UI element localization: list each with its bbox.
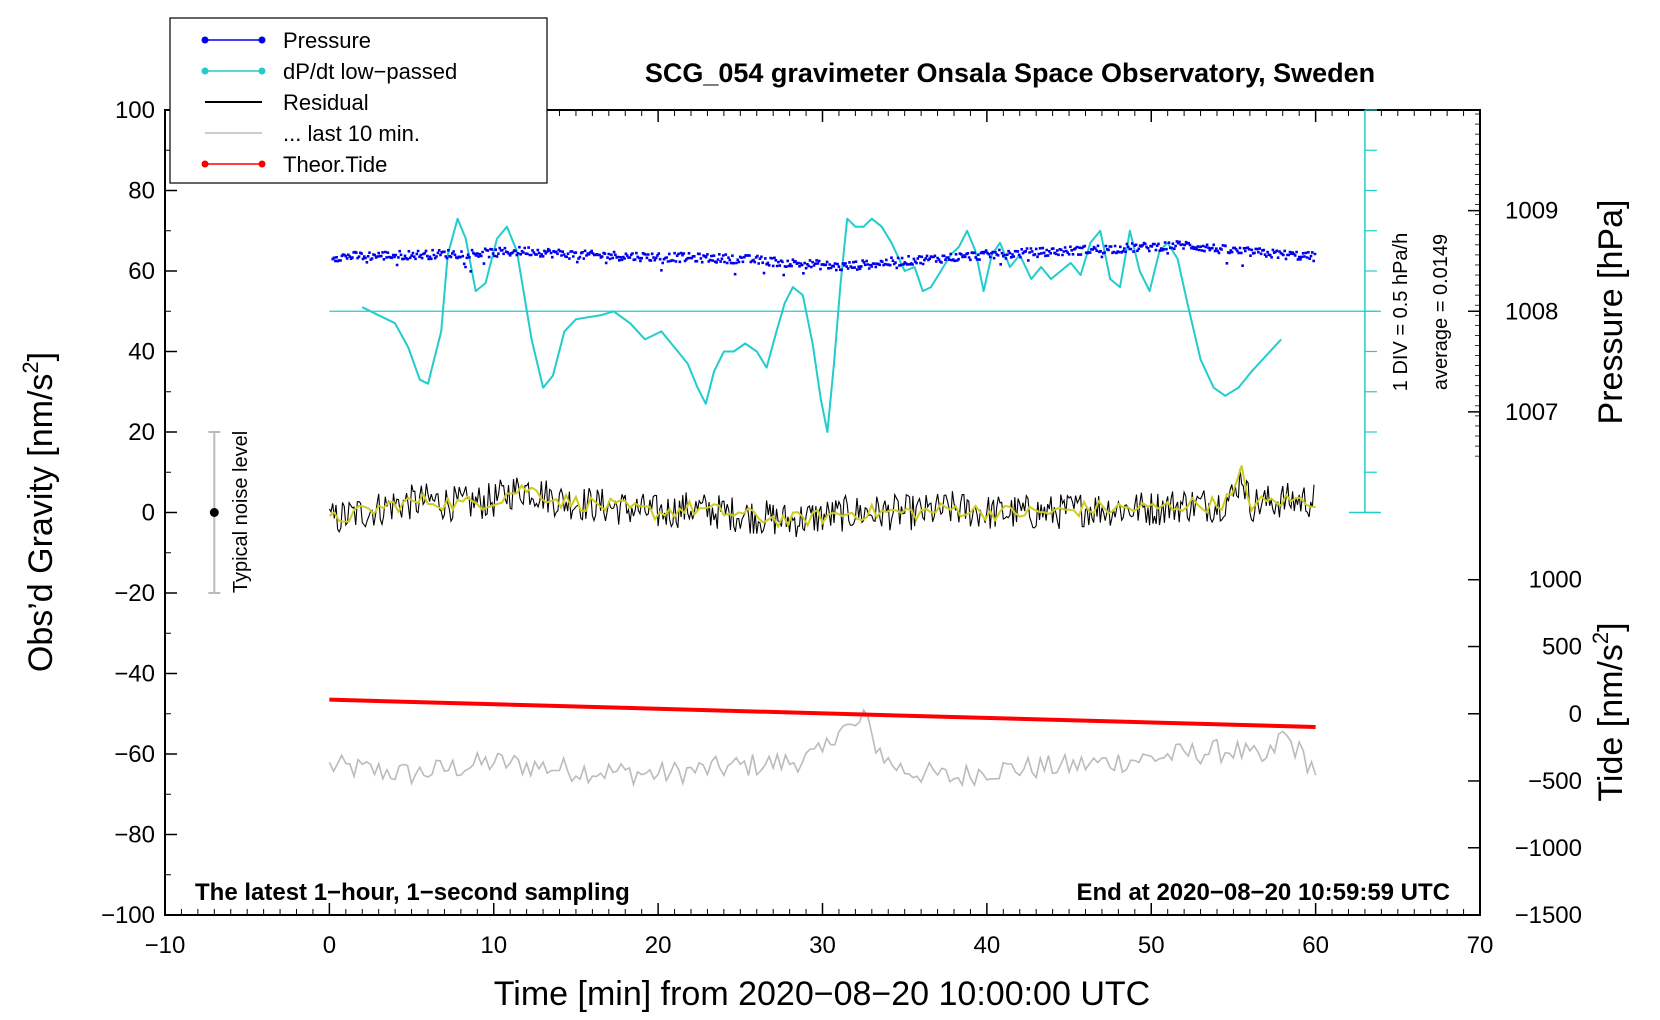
axis-ticks: −10 0 10 20 30 40 50 60 70−100−80−60−40−20020406…: [101, 97, 1582, 959]
annotation-sampling: The latest 1−hour, 1−second sampling: [195, 879, 630, 906]
noise-bar-center: [209, 508, 219, 517]
x-tick-label: 30: [809, 932, 836, 959]
legend-marker: [258, 36, 266, 44]
tide-tick-label: −1000: [1515, 835, 1582, 862]
annotation-end-time: End at 2020−08−20 10:59:59 UTC: [1076, 879, 1450, 906]
tide-tick-label: −500: [1528, 768, 1582, 795]
y-axis-label-left-sup: 2: [18, 361, 43, 373]
x-axis-label: Time [min] from 2020−08−20 10:00:00 UTC: [494, 975, 1150, 1013]
pressure-tick-label: 1007: [1505, 399, 1558, 426]
tide-tick-label: 500: [1542, 634, 1582, 661]
y-axis-label-left-close: ]: [22, 352, 60, 361]
y-axis-label-tide-close: ]: [1592, 622, 1630, 631]
y-axis-label-tide-sup: 2: [1588, 632, 1613, 644]
annotation-dpdt-scale: 1 DIV = 0.5 hPa/h: [1390, 233, 1412, 391]
series-last-10-min: [328, 708, 1317, 788]
series-theor-tide: [329, 697, 1316, 730]
series-pressure: [331, 240, 1317, 277]
x-tick-label: 60: [1302, 932, 1329, 959]
series-dpdt: [361, 217, 1282, 433]
y-tick-label: 100: [115, 97, 155, 124]
plot-frame: [164, 109, 1481, 916]
y-tick-label: 80: [128, 178, 155, 205]
legend-box: [169, 17, 548, 184]
legend-label: ... last 10 min.: [283, 121, 420, 146]
legend-label: Theor.Tide: [283, 152, 387, 177]
y-axis-label-tide: Tide [nm/s2]: [1588, 622, 1630, 801]
legend-label: Pressure: [283, 28, 371, 53]
legend-marker: [258, 67, 266, 75]
y-tick-label: −100: [101, 902, 155, 929]
x-tick-label: 50: [1138, 932, 1165, 959]
y-tick-label: 60: [128, 258, 155, 285]
annotation-dpdt-average: average = 0.0149: [1430, 234, 1452, 390]
legend-label: Residual: [283, 90, 369, 115]
tide-tick-label: 0: [1569, 701, 1582, 728]
x-tick-label: 0: [323, 932, 336, 959]
y-tick-label: −80: [114, 822, 155, 849]
y-tick-label: −60: [114, 741, 155, 768]
annotation-noise-level: Typical noise level: [230, 431, 252, 593]
series-layer: [328, 217, 1317, 788]
series-residual-smoothed: [328, 465, 1316, 529]
x-tick-label: 10: [480, 932, 507, 959]
y-tick-label: 0: [142, 500, 155, 527]
y-tick-label: −40: [114, 661, 155, 688]
tide-tick-label: −1500: [1515, 902, 1582, 929]
legend-marker: [201, 36, 209, 44]
y-axis-label-left: Obs’d Gravity [nm/s2]: [18, 352, 60, 672]
series-residual: [328, 468, 1315, 537]
x-tick-label: 70: [1467, 932, 1494, 959]
x-tick-label: 20: [645, 932, 672, 959]
y-tick-label: −20: [114, 580, 155, 607]
x-tick-label: −10: [145, 932, 186, 959]
pressure-tick-label: 1008: [1505, 298, 1558, 325]
legend-marker: [201, 67, 209, 75]
pressure-tick-label: 1009: [1505, 198, 1558, 225]
legend-marker: [258, 160, 266, 168]
legend-marker: [201, 160, 209, 168]
tide-tick-label: 1000: [1529, 567, 1582, 594]
legend-label: dP/dt low−passed: [283, 59, 457, 84]
y-tick-label: 20: [128, 419, 155, 446]
legend: Pressure dP/dt low−passed Residual ... last…: [169, 17, 548, 184]
y-axis-label-pressure: Pressure [hPa]: [1592, 200, 1630, 425]
x-tick-label: 40: [974, 932, 1001, 959]
chart-title: SCG_054 gravimeter Onsala Space Observat…: [645, 58, 1375, 88]
legend-items: Pressure dP/dt low−passed Residual ... last…: [201, 28, 457, 177]
y-tick-label: 40: [128, 339, 155, 366]
